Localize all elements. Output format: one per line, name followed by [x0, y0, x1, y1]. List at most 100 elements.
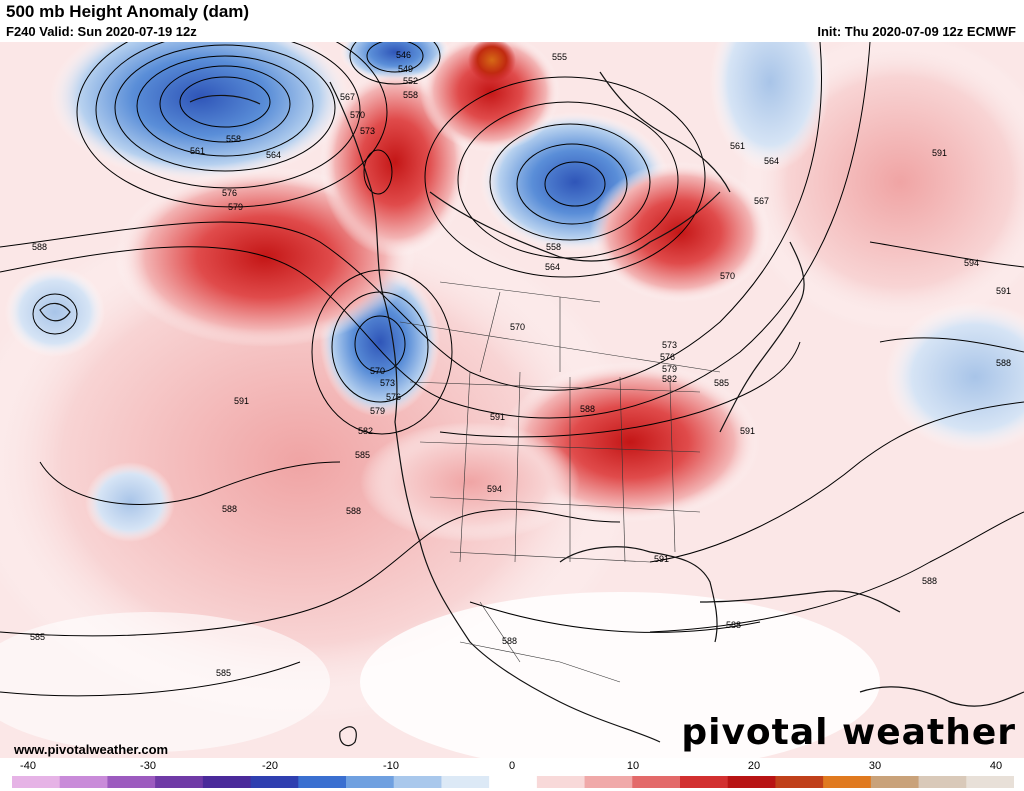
map-title: 500 mb Height Anomaly (dam) [6, 2, 250, 21]
contour-label: 585 [216, 668, 231, 678]
colorbar-swatch [584, 776, 633, 788]
contour-label: 588 [580, 404, 595, 414]
contour-label: 594 [964, 258, 979, 268]
colorbar-swatch [12, 776, 61, 788]
colorbar-swatch [632, 776, 681, 788]
tropical-pacific-neutral-area [0, 612, 330, 752]
contour-label: 564 [545, 262, 560, 272]
contour-label: 558 [546, 242, 561, 252]
political-borders [399, 281, 721, 683]
contour-label: 573 [662, 340, 677, 350]
contour-label: 591 [654, 554, 669, 564]
contour-label: 564 [266, 150, 281, 160]
anomaly-map: 546 549 552 555 558 558 558 561 561 564 … [0, 42, 1024, 758]
colorbar-swatch [202, 776, 252, 788]
source-url: www.pivotalweather.com [14, 742, 169, 757]
contour-label: 582 [358, 426, 373, 436]
contour-label: 567 [340, 92, 355, 102]
colorbar-tick: -30 [140, 760, 156, 772]
contour-label: 579 [662, 364, 677, 374]
coastlines [39, 71, 1024, 747]
contour-label: 588 [922, 576, 937, 586]
contour-label: 564 [764, 156, 779, 166]
colorbar-tick: 0 [508, 760, 516, 772]
greenland-negative-area [710, 42, 830, 172]
contour-label: 582 [662, 374, 677, 384]
contour-label: 588 [32, 242, 47, 252]
contour-label: 585 [30, 632, 45, 642]
colorbar-tick: -40 [20, 760, 36, 772]
colorbar-tick: -10 [383, 760, 399, 772]
contour-label: 588 [996, 358, 1011, 368]
colorbar-swatch [298, 776, 347, 788]
contour-label: 576 [386, 392, 401, 402]
colorbar-swatch [59, 776, 108, 788]
contour-label: 588 [502, 636, 517, 646]
init-time: Init: Thu 2020-07-09 12z ECMWF [817, 24, 1016, 39]
contour-label: 594 [487, 484, 502, 494]
brand-logo: pivotal weather [681, 712, 1016, 753]
header: 500 mb Height Anomaly (dam) F240 Valid: … [0, 0, 1024, 42]
colorbar-swatch [250, 776, 299, 788]
arctic-ridge-anomaly [420, 42, 560, 152]
contour-label: 570 [350, 110, 365, 120]
colorbar-swatch [107, 776, 156, 788]
contour-label: 591 [996, 286, 1011, 296]
contour-labels: 546 549 552 555 558 558 558 561 561 564 … [30, 50, 1011, 678]
colorbar-swatch [680, 776, 729, 788]
contour-label: 579 [370, 406, 385, 416]
colorbar-tick: -20 [262, 760, 278, 772]
colorbar-swatch [775, 776, 824, 788]
contour-label: 567 [754, 196, 769, 206]
colorbar-ticks: -40 -30 -20 -10 0 10 20 30 40 [0, 760, 1024, 774]
contour-label: 546 [396, 50, 411, 60]
labrador-ridge-anomaly [590, 162, 770, 302]
map-area: 546 549 552 555 558 558 558 561 561 564 … [0, 42, 1024, 758]
contour-label: 573 [360, 126, 375, 136]
contour-label: 585 [355, 450, 370, 460]
contour-label: 570 [720, 271, 735, 281]
colorbar [12, 776, 1014, 788]
colorbar-tick: 20 [747, 760, 761, 772]
contour-label: 570 [510, 322, 525, 332]
contour-label: 561 [190, 146, 205, 156]
arctic-max-anomaly [468, 42, 516, 82]
colorbar-swatch [441, 776, 490, 788]
contour-label: 591 [740, 426, 755, 436]
contour-label: 588 [726, 620, 741, 630]
contour-label: 579 [228, 202, 243, 212]
contour-label: 591 [234, 396, 249, 406]
contour-label: 561 [730, 141, 745, 151]
southwest-positive-area [360, 422, 580, 542]
colorbar-swatch [727, 776, 776, 788]
colorbar-tick: 10 [626, 760, 640, 772]
contour-label: 591 [932, 148, 947, 158]
contour-label: 570 [370, 366, 385, 376]
colorbar-swatch [966, 776, 1014, 788]
colorbar-tick: 30 [868, 760, 882, 772]
contour-label: 555 [552, 52, 567, 62]
valid-time: F240 Valid: Sun 2020-07-19 12z [6, 24, 197, 39]
contour-label: 552 [403, 76, 418, 86]
colorbar-swatch [823, 776, 872, 788]
contour-label: 588 [222, 504, 237, 514]
hawaii-negative-area [5, 267, 105, 357]
contour-label: 576 [660, 352, 675, 362]
caribbean-neutral-area [360, 592, 880, 758]
eastern-pacific-negative-area [85, 462, 175, 542]
colorbar-swatch [870, 776, 920, 788]
contour-label: 558 [226, 134, 241, 144]
contour-label: 549 [398, 64, 413, 74]
colorbar-swatch [489, 776, 538, 788]
colorbar-swatch [536, 776, 586, 788]
contour-label: 585 [714, 378, 729, 388]
atlantic-negative-area [885, 302, 1024, 452]
colorbar-swatch [393, 776, 442, 788]
contour-label: 588 [346, 506, 361, 516]
contour-label: 573 [380, 378, 395, 388]
contour-label: 576 [222, 188, 237, 198]
colorbar-tick: 40 [989, 760, 1003, 772]
pacific-positive-area [0, 202, 640, 722]
colorbar-swatch [155, 776, 204, 788]
contour-label: 558 [403, 90, 418, 100]
